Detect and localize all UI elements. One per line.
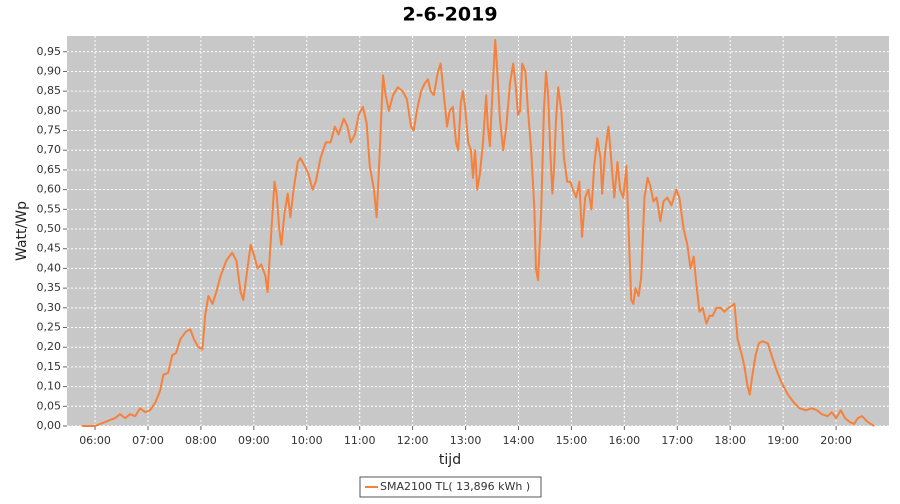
y-tick-label: 0,35 bbox=[37, 281, 62, 294]
y-tick-label: 0,60 bbox=[37, 183, 62, 196]
y-tick-label: 0,15 bbox=[37, 360, 62, 373]
x-tick-label: 14:00 bbox=[503, 434, 535, 447]
y-tick-label: 0,20 bbox=[37, 340, 62, 353]
y-tick-label: 0,45 bbox=[37, 242, 62, 255]
x-tick-label: 19:00 bbox=[767, 434, 799, 447]
y-tick-label: 0,00 bbox=[37, 419, 62, 432]
y-tick-label: 0,40 bbox=[37, 261, 62, 274]
legend-box bbox=[359, 476, 542, 498]
y-axis-label: Watt/Wp bbox=[14, 201, 30, 261]
line-series bbox=[81, 38, 875, 427]
x-axis-label: tijd bbox=[439, 452, 461, 468]
y-tick-label: 0,70 bbox=[37, 143, 62, 156]
x-tick-label: 17:00 bbox=[661, 434, 693, 447]
y-tick-label: 0,25 bbox=[37, 321, 62, 334]
x-tick-label: 08:00 bbox=[185, 434, 217, 447]
y-tick-label: 0,50 bbox=[37, 222, 62, 235]
y-tick-label: 0,55 bbox=[37, 202, 62, 215]
y-tick-label: 0,10 bbox=[37, 380, 62, 393]
x-tick-label: 18:00 bbox=[714, 434, 746, 447]
y-tick-label: 0,95 bbox=[37, 45, 62, 58]
y-tick-label: 0,80 bbox=[37, 104, 62, 117]
y-tick-label: 0,05 bbox=[37, 399, 62, 412]
x-tick-label: 07:00 bbox=[132, 434, 164, 447]
x-tick-label: 13:00 bbox=[450, 434, 482, 447]
x-tick-label: 09:00 bbox=[238, 434, 270, 447]
x-tick-label: 12:00 bbox=[397, 434, 429, 447]
x-tick-label: 16:00 bbox=[608, 434, 640, 447]
y-tick-label: 0,75 bbox=[37, 124, 62, 137]
x-tick-label: 06:00 bbox=[79, 434, 111, 447]
chart-title: 2-6-2019 bbox=[402, 4, 497, 26]
x-tick-label: 15:00 bbox=[556, 434, 588, 447]
y-tick-label: 0,90 bbox=[37, 64, 62, 77]
x-tick-label: 20:00 bbox=[820, 434, 852, 447]
y-tick-label: 0,65 bbox=[37, 163, 62, 176]
y-tick-label: 0,30 bbox=[37, 301, 62, 314]
legend-label: SMA2100 TL( 13,896 kWh ) bbox=[380, 480, 530, 493]
x-tick-label: 10:00 bbox=[291, 434, 323, 447]
x-tick-label: 11:00 bbox=[344, 434, 376, 447]
plot-area bbox=[67, 36, 889, 426]
y-tick-label: 0,85 bbox=[37, 84, 62, 97]
